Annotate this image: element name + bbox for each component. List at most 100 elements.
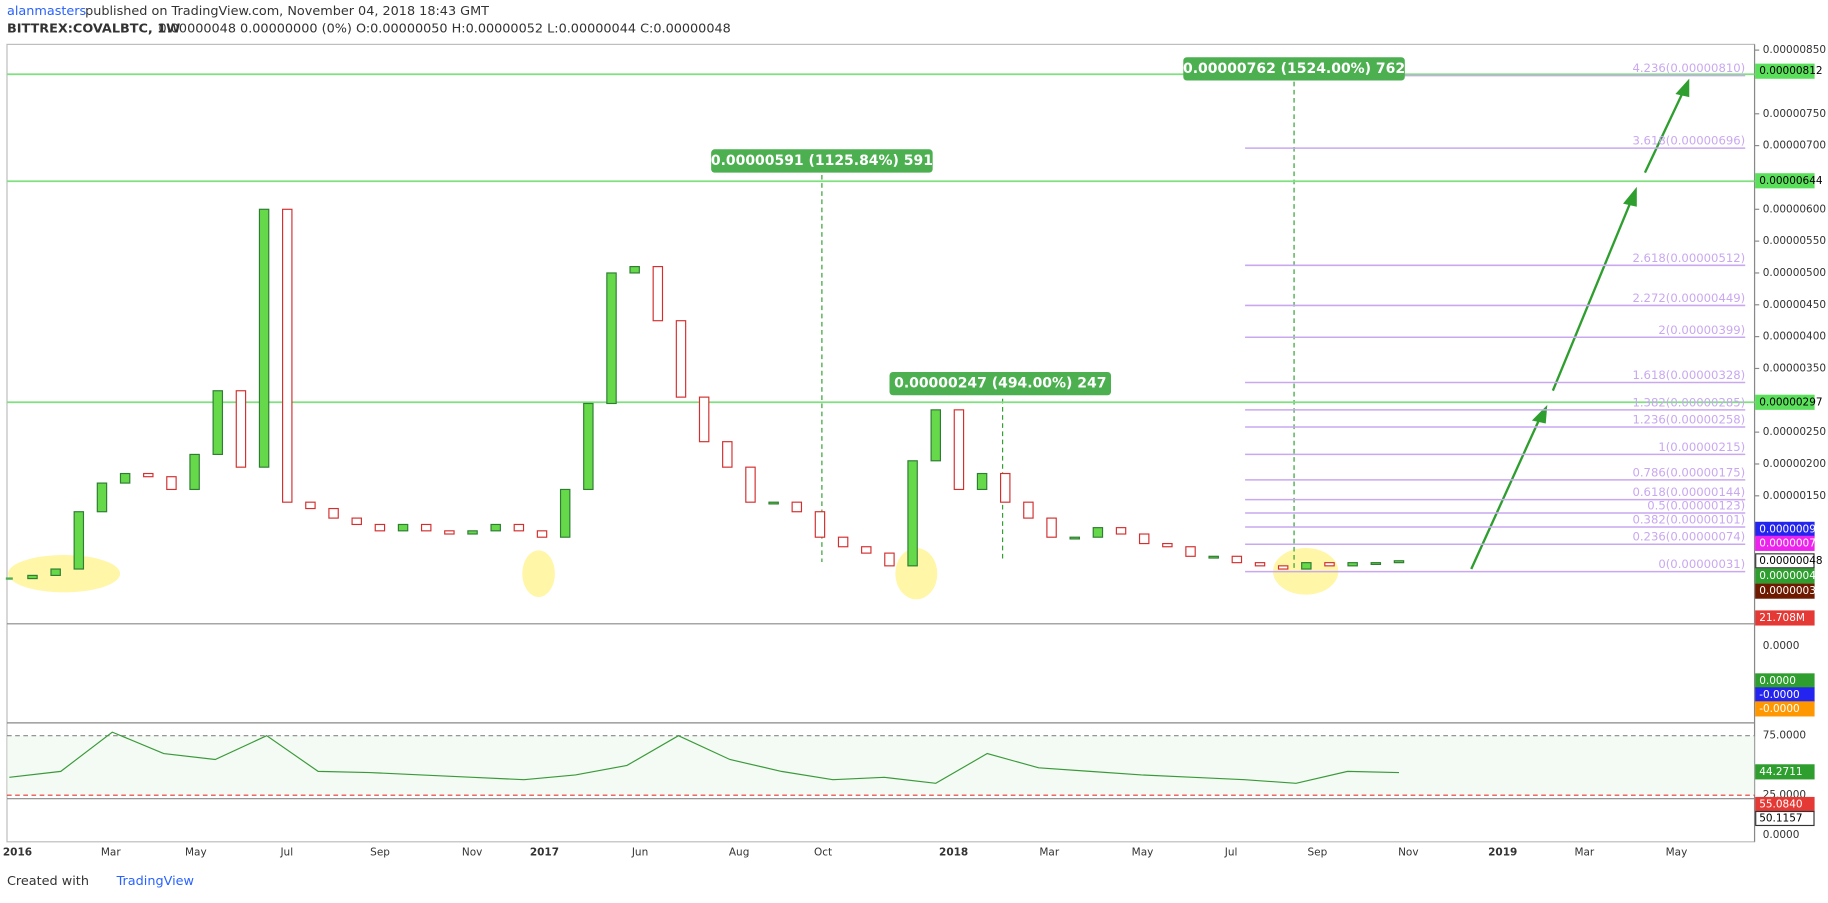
x-tick-label: Nov [1398, 846, 1418, 858]
candle [1277, 565, 1289, 570]
fib-label: 2(0.00000399) [1658, 323, 1745, 337]
candle [212, 390, 224, 456]
candle [27, 574, 38, 580]
price-box-box [1755, 610, 1815, 626]
x-tick-label: Sep [370, 846, 390, 858]
fib-label: 4.236(0.00000810) [1632, 61, 1745, 75]
candle [1347, 562, 1358, 567]
highlight [895, 548, 938, 600]
candle [861, 546, 872, 554]
y-tick-label: 0.00000550 [1763, 235, 1826, 247]
annotation: 0.00000247 (494.00%) 247 [894, 376, 1106, 392]
rsi-box: 44.2711 [1759, 766, 1802, 778]
stoch-box: 50.1157 [1759, 812, 1802, 824]
annotation-box [1183, 57, 1405, 81]
candle [629, 266, 640, 274]
candle [745, 466, 756, 503]
candle [1069, 536, 1080, 540]
candle [166, 476, 177, 491]
y-tick-label: 0.00000700 [1763, 140, 1826, 152]
candle [814, 511, 826, 538]
candle [999, 472, 1011, 503]
candle [235, 390, 247, 468]
candle [1115, 527, 1127, 535]
y-tick-label: 0.00000850 [1763, 44, 1826, 56]
x-tick-label: Mar [101, 846, 121, 858]
x-tick-label: Mar [1039, 846, 1059, 858]
brand[interactable]: TradingView [116, 874, 194, 889]
y-tick-label: 0.00000450 [1763, 299, 1826, 311]
macd-box: 0.0000 [1759, 675, 1796, 687]
x-tick-label: Sep [1307, 846, 1327, 858]
macd-box-box [1755, 701, 1815, 717]
candle [328, 507, 339, 519]
stoch-label: 0.0000 [1763, 829, 1800, 841]
y-tick-label: 0.00000400 [1763, 331, 1826, 343]
price-box-box [1755, 553, 1815, 569]
fib-label: 0.618(0.00000144) [1632, 485, 1745, 499]
candle [606, 272, 617, 405]
candle [513, 523, 525, 532]
price-box-box [1755, 535, 1815, 551]
candle [397, 523, 409, 532]
candle [675, 320, 687, 398]
price-box: 0.00000030 [1759, 585, 1822, 597]
candle [1393, 560, 1405, 564]
candle [73, 511, 85, 570]
fib-label: 1.382(0.00000285) [1632, 395, 1745, 409]
x-tick-label: Oct [814, 846, 832, 858]
candle [698, 396, 710, 443]
y-tick-label: 0.00000750 [1763, 108, 1826, 120]
annotation: 0.00000591 (1125.84%) 591 [711, 153, 933, 169]
price-box: 0.00000644 [1759, 175, 1823, 187]
candle [1324, 562, 1335, 567]
candle [305, 501, 316, 510]
x-tick-label: Aug [729, 846, 749, 858]
x-tick-label: Jul [1224, 846, 1238, 858]
highlight [8, 555, 121, 593]
x-tick-label: Nov [462, 846, 482, 858]
candle [1185, 546, 1196, 557]
price-box: 0.00000812 [1759, 65, 1822, 77]
ohlc: 0.00000048 0.00000000 (0%) O:0.00000050 … [159, 22, 731, 37]
candle [1254, 562, 1266, 567]
fib-label: 3.618(0.00000696) [1632, 134, 1745, 148]
candle [1370, 562, 1382, 565]
candle [722, 441, 733, 468]
price-box: 0.00000047 [1759, 570, 1822, 582]
candle [930, 409, 942, 462]
candle [50, 568, 61, 576]
x-tick-label: May [1666, 846, 1688, 858]
annotation-box [889, 371, 1112, 396]
y-tick-label: 0.00000200 [1763, 458, 1826, 470]
annotation: 0.00000762 (1524.00%) 762 [1183, 61, 1405, 77]
fib-label: 2.618(0.00000512) [1632, 251, 1745, 265]
y-tick-label: 0.00000350 [1763, 362, 1826, 374]
candle [374, 523, 386, 532]
candle [351, 517, 362, 526]
candle [467, 530, 478, 535]
x-tick-label: Jun [631, 846, 648, 858]
candle [559, 488, 571, 538]
fib-label: 0.382(0.00000101) [1632, 513, 1745, 527]
price-box-box [1755, 568, 1815, 584]
x-tick-label: May [185, 846, 207, 858]
candle [1231, 555, 1243, 564]
author[interactable]: alanmasters [7, 4, 87, 19]
price-box: 0.00000048 [1759, 555, 1822, 567]
candle [1162, 542, 1173, 548]
fib-label: 1.618(0.00000328) [1632, 368, 1745, 382]
price-box: 0.00000099 [1759, 523, 1822, 535]
candle [1092, 527, 1104, 538]
candle [791, 501, 803, 513]
fib-label: 2.272(0.00000449) [1632, 291, 1745, 305]
candle [282, 208, 293, 503]
rsi-line [9, 731, 1399, 784]
fib-label: 0.236(0.00000074) [1632, 530, 1745, 544]
x-tick-label: 2016 [3, 846, 32, 858]
candle [1301, 562, 1312, 570]
price-box: 21.708M [1759, 612, 1805, 624]
arrows [1470, 78, 1690, 570]
highlight [522, 550, 555, 597]
